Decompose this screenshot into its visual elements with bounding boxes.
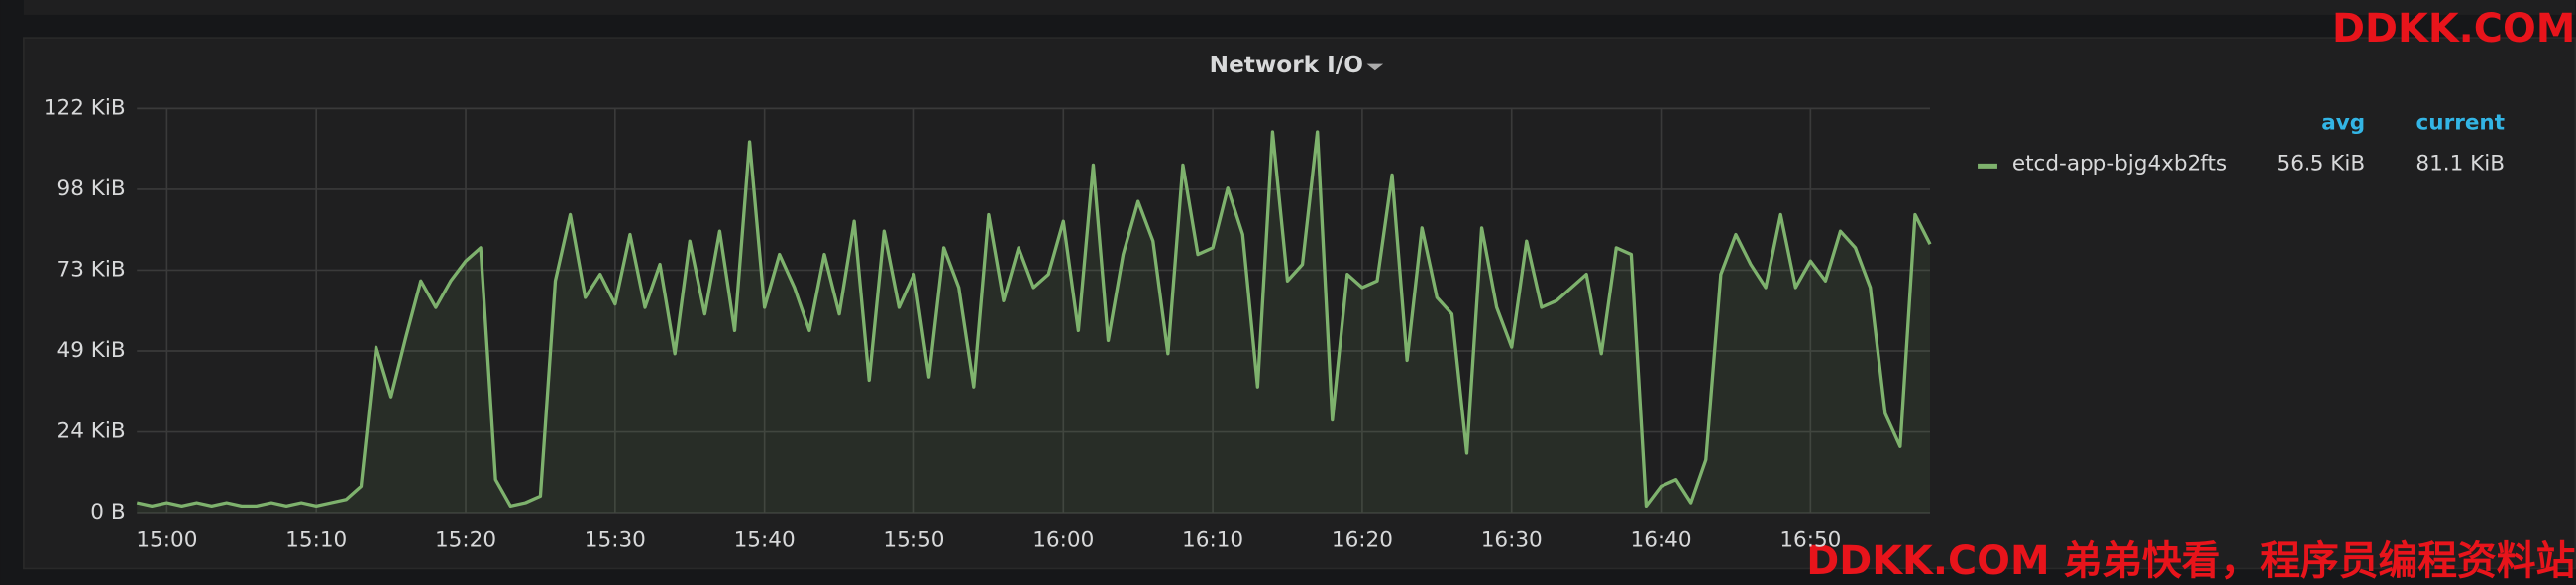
y-tick-label: 73 KiB [57,257,126,282]
watermark: DDKK.COM 弟弟快看，程序员编程资料站 [1806,538,2575,584]
panel [23,37,2576,570]
x-tick-label: 15:40 [734,527,796,552]
legend-label[interactable]: etcd-app-bjg4xb2fts [2012,152,2227,176]
x-tick-label: 16:50 [1779,527,1841,552]
panel-title[interactable]: Network I/O [1210,52,1363,78]
series-area [137,131,1931,514]
x-tick-label: 15:20 [435,527,496,552]
x-tick-label: 15:00 [136,527,197,552]
legend-header: current [2415,110,2505,135]
x-tick-label: 15:50 [883,527,944,552]
y-tick-label: 49 KiB [57,338,126,363]
x-tick-label: 16:40 [1631,527,1692,552]
y-tick-label: 24 KiB [57,419,126,444]
x-tick-label: 16:10 [1182,527,1243,552]
y-tick-label: 122 KiB [44,95,126,120]
title-caret[interactable] [1366,63,1384,71]
x-tick-label: 16:20 [1332,527,1393,552]
legend-header: avg [2321,110,2365,135]
x-tick-label: 15:30 [585,527,646,552]
legend-value: 81.1 KiB [2415,152,2505,176]
x-tick-label: 15:10 [285,527,347,552]
y-tick-label: 98 KiB [57,176,126,201]
watermark: DDKK.COM [2332,6,2575,52]
upper-panel [23,0,2576,15]
y-tick-label: 0 B [90,500,125,525]
legend-value: 56.5 KiB [2277,152,2366,176]
x-tick-label: 16:30 [1481,527,1543,552]
series-line [136,130,1932,509]
x-tick-label: 16:00 [1032,527,1094,552]
